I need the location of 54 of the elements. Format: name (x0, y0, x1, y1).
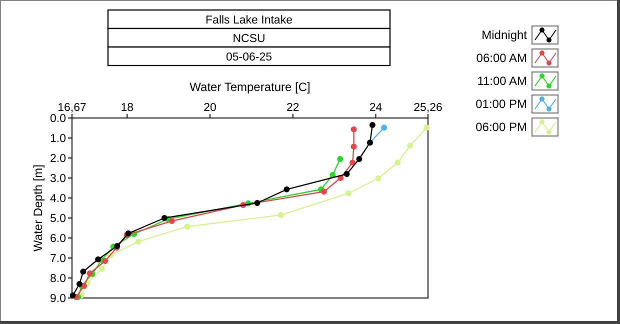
x-tick-label: 18 (120, 102, 134, 114)
y-tick-label: 7.0 (50, 253, 66, 265)
y-tick-label: 6.0 (50, 233, 66, 245)
legend-label: Midnight (482, 28, 528, 42)
point (184, 224, 190, 230)
x-tick-label: 20 (204, 102, 216, 114)
point (345, 190, 352, 196)
point (350, 144, 357, 150)
y-tick-label: 0.0 (50, 113, 66, 125)
point (161, 215, 168, 221)
point (350, 126, 357, 132)
legend-label: 06:00 PM (476, 120, 527, 134)
point (135, 238, 142, 245)
point (254, 200, 260, 206)
y-axis-title: Water Depth [m] (31, 164, 45, 252)
y-tick-label: 8.0 (50, 273, 66, 285)
point (381, 124, 388, 131)
y-tick-label: 9.0 (50, 293, 66, 305)
y-tick-label: 1.0 (50, 133, 66, 145)
text: 05-06-25 (226, 52, 272, 64)
x-tick-label: 22 (286, 102, 300, 114)
point (394, 160, 401, 166)
x-tick-label: 25,26 (414, 102, 442, 114)
point (86, 270, 93, 276)
point (80, 268, 86, 275)
point (278, 212, 284, 218)
point (424, 124, 430, 131)
chart-title: Falls Lake Intake (206, 14, 292, 26)
x-axis-title: Water Temperature [C] (190, 80, 310, 94)
point (356, 156, 362, 162)
point (375, 175, 382, 182)
y-tick-label: 5.0 (50, 213, 66, 225)
legend-label: 06:00 AM (476, 51, 527, 65)
legend-label: 11:00 AM (477, 74, 527, 88)
point (337, 156, 344, 162)
point (95, 256, 102, 262)
point (320, 188, 327, 195)
chart-subtitle: NCSU (232, 33, 266, 45)
x-tick-label: 16,67 (58, 102, 86, 114)
point (98, 266, 105, 272)
point (102, 258, 108, 264)
x-tick-label: 24 (369, 102, 383, 114)
point (344, 171, 350, 177)
point (168, 218, 175, 224)
y-tick-label: 4.0 (50, 193, 66, 205)
point (407, 142, 414, 149)
legend-label: 01:00 PM (476, 97, 527, 111)
y-tick-label: 2.0 (50, 153, 66, 165)
point (369, 122, 376, 128)
point (76, 281, 82, 287)
y-tick-label: 3.0 (50, 173, 66, 185)
point (350, 160, 356, 166)
point (81, 283, 88, 289)
point (284, 186, 290, 192)
